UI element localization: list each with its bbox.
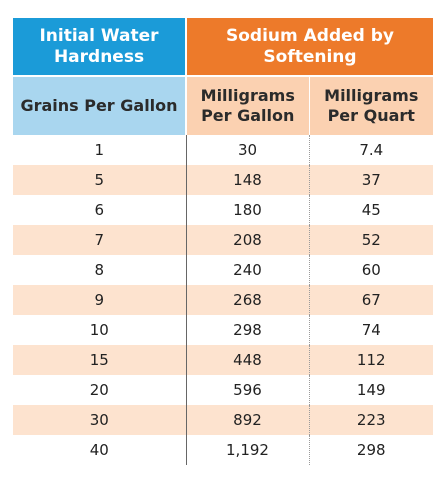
table-row: 30 892 223 [13, 405, 433, 435]
cell-mg-per-quart: 37 [309, 165, 433, 195]
table-row: 15 448 112 [13, 345, 433, 375]
table-row: 20 596 149 [13, 375, 433, 405]
table-row: 9 268 67 [13, 285, 433, 315]
cell-mg-per-quart: 149 [356, 381, 386, 399]
sodium-table: Initial Water Hardness Sodium Added by S… [13, 18, 433, 465]
cell-mg-per-quart: 112 [309, 345, 433, 375]
table-row: 5 148 37 [13, 165, 433, 195]
cell-mg-per-gallon: 596 [186, 375, 310, 405]
table-row: 40 1,192 298 [13, 435, 433, 465]
column-header-mg-per-gallon: Milligrams Per Gallon [186, 75, 310, 135]
column-header-mg-per-quart: Milligrams Per Quart [309, 75, 433, 135]
cell-mg-per-gallon: 268 [186, 285, 310, 315]
cell-grains: 7 [13, 225, 187, 255]
table-row: 8 240 60 [13, 255, 433, 285]
cell-mg-per-quart: 74 [361, 321, 381, 339]
cell-grains: 30 [13, 405, 187, 435]
cell-grains: 10 [13, 315, 187, 345]
table-row: 1 30 7.4 [13, 135, 433, 165]
cell-grains: 8 [13, 255, 187, 285]
cell-grains: 6 [13, 195, 187, 225]
cell-mg-per-gallon: 30 [186, 135, 310, 165]
cell-grains: 20 [13, 375, 187, 405]
header-sodium-added: Sodium Added by Softening [186, 18, 433, 76]
cell-mg-per-gallon: 240 [186, 255, 310, 285]
cell-mg-per-gallon: 148 [186, 165, 310, 195]
table-row: 10 298 74 [13, 315, 433, 345]
cell-mg-per-quart: 7.4 [359, 141, 384, 159]
table-row: 7 208 52 [13, 225, 433, 255]
cell-mg-per-gallon: 298 [186, 315, 310, 345]
cell-grains: 15 [13, 345, 187, 375]
cell-mg-per-quart: 60 [361, 261, 381, 279]
cell-grains: 5 [13, 165, 187, 195]
cell-mg-per-quart: 67 [309, 285, 433, 315]
cell-mg-per-gallon: 208 [186, 225, 310, 255]
cell-mg-per-gallon: 180 [186, 195, 310, 225]
cell-mg-per-gallon: 892 [186, 405, 310, 435]
cell-mg-per-gallon: 448 [186, 345, 310, 375]
cell-mg-per-quart: 298 [356, 441, 386, 459]
table-row: 6 180 45 [13, 195, 433, 225]
cell-grains: 9 [13, 285, 187, 315]
cell-mg-per-quart: 223 [309, 405, 433, 435]
cell-grains: 1 [13, 135, 187, 165]
cell-mg-per-quart: 45 [361, 201, 381, 219]
column-header-grains: Grains Per Gallon [13, 75, 187, 135]
cell-grains: 40 [13, 435, 187, 465]
header-initial-water-hardness: Initial Water Hardness [13, 18, 187, 76]
cell-mg-per-gallon: 1,192 [186, 435, 310, 465]
cell-mg-per-quart: 52 [309, 225, 433, 255]
table-group-header-row: Initial Water Hardness Sodium Added by S… [13, 18, 433, 76]
table-column-header-row: Grains Per Gallon Milligrams Per Gallon … [13, 75, 433, 135]
